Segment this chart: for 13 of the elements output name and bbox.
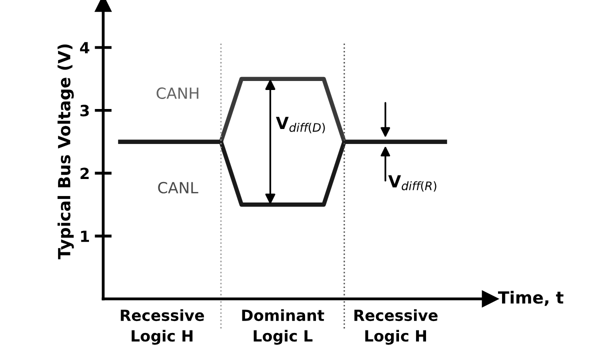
y-tick-label: 3	[80, 104, 89, 116]
x-axis-title: Time, t	[498, 290, 564, 306]
text: CANL	[158, 182, 198, 194]
annotation: V$_{diff(D)}$	[276, 116, 325, 134]
annotation: V$_{diff(R)}$	[388, 175, 436, 192]
text: Recessive Logic H	[354, 309, 438, 345]
text: Recessive Logic H	[120, 309, 204, 345]
text: Dominant Logic L	[242, 309, 324, 345]
y-tick-label: 4	[80, 42, 90, 54]
y-tick-label: 1	[81, 230, 89, 242]
y-tick-label: 2	[80, 168, 89, 179]
y-axis-title: Typical Bus Voltage (V)	[58, 44, 74, 260]
text: CANH	[156, 87, 198, 99]
